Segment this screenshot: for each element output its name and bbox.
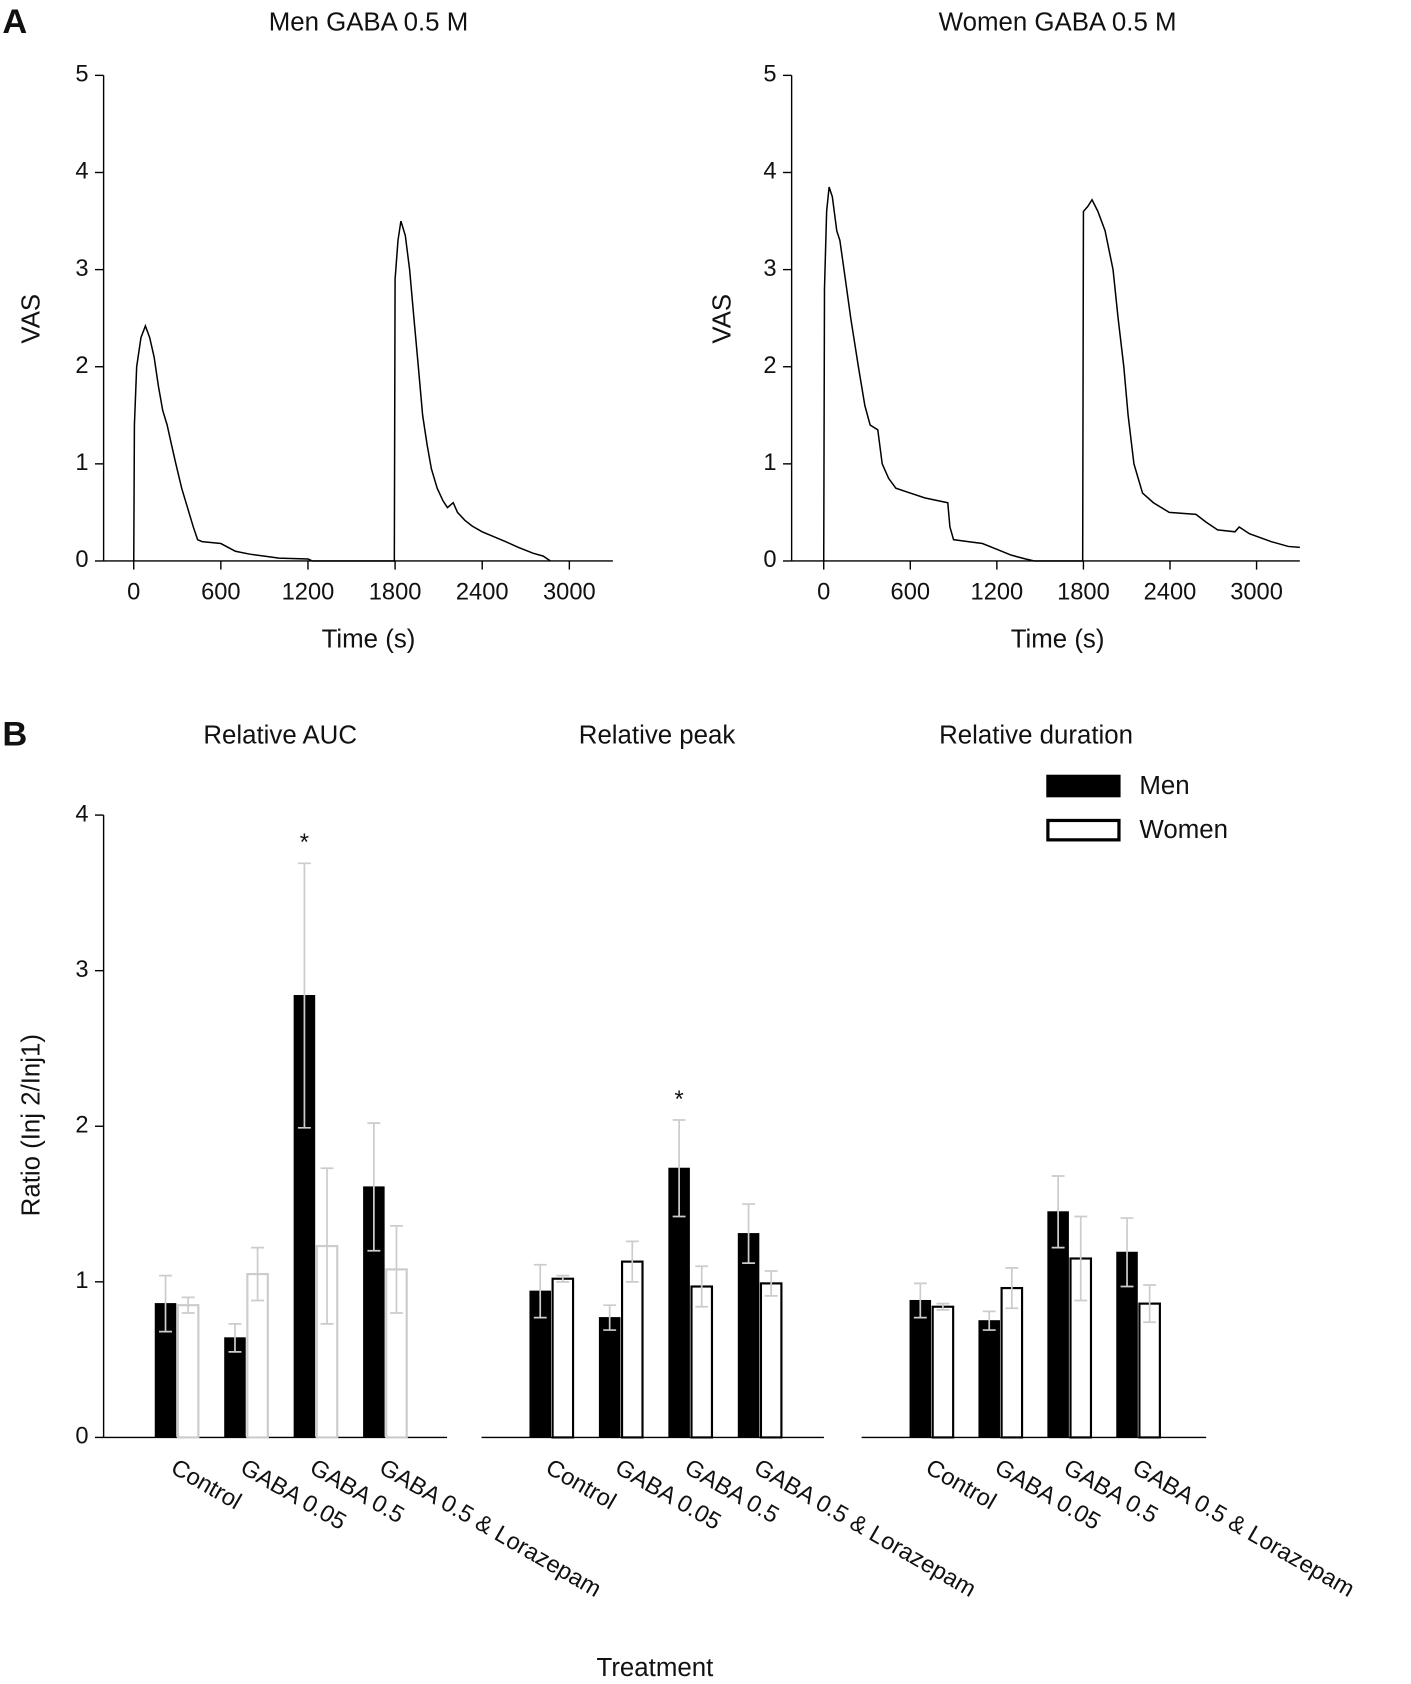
x-tick-label: 1800: [369, 580, 422, 606]
error-bar: [367, 1122, 381, 1252]
x-tick-label: Control: [921, 1455, 1000, 1516]
chart-title: Relative peak: [579, 721, 736, 749]
x-tick-label: Control: [166, 1455, 245, 1516]
x-axis-label: Time (s): [322, 625, 416, 653]
y-tick-label: 0: [75, 1424, 88, 1450]
y-axis-label: Ratio (Inj 2/Inj1): [17, 1034, 45, 1216]
error-bar: [1143, 1284, 1157, 1324]
x-tick-label: 3000: [1230, 580, 1283, 606]
bar: [224, 1337, 246, 1438]
bar: [931, 1305, 955, 1439]
x-tick-label: 2400: [1144, 580, 1197, 606]
y-tick-label: 3: [75, 957, 88, 983]
panel-label: B: [2, 716, 27, 754]
y-tick-label: 3: [763, 256, 776, 282]
error-bar: [297, 862, 311, 1129]
bar: [737, 1233, 760, 1438]
legend-swatch: [1046, 774, 1121, 798]
y-axis-label: VAS: [17, 294, 45, 344]
bar: [759, 1282, 783, 1439]
error-bar: [181, 1296, 195, 1314]
legend-swatch: [1046, 818, 1121, 842]
error-bar: [936, 1302, 950, 1311]
y-tick-label: 2: [75, 1113, 88, 1139]
x-tick-label: GABA 0.5 & Lorazepam: [1128, 1455, 1359, 1603]
x-tick-label: 1200: [971, 580, 1024, 606]
significance-mark: *: [675, 1087, 684, 1113]
x-axis-label: Time (s): [1011, 625, 1105, 653]
bar: [978, 1320, 1000, 1438]
error-bar: [695, 1265, 709, 1308]
chart-title: Men GABA 0.5 M: [269, 9, 469, 37]
error-bar: [1120, 1217, 1134, 1288]
y-tick-label: 4: [75, 159, 88, 185]
x-tick-label: 600: [201, 580, 241, 606]
error-bar: [159, 1274, 172, 1333]
error-bar: [320, 1167, 334, 1325]
x-tick-label: 1200: [282, 580, 335, 606]
y-tick-label: 2: [75, 353, 88, 379]
x-axis-label: Treatment: [597, 1654, 714, 1682]
error-bar: [251, 1246, 265, 1302]
error-bar: [1051, 1175, 1065, 1249]
bar: [176, 1304, 200, 1439]
bar: [909, 1299, 932, 1438]
error-bar: [390, 1224, 403, 1314]
bar: [690, 1285, 714, 1439]
legend-label: Women: [1139, 816, 1228, 844]
error-bar: [913, 1282, 927, 1319]
significance-mark: *: [300, 830, 309, 856]
y-tick-label: 1: [75, 1268, 88, 1294]
bar: [598, 1317, 621, 1438]
error-bar: [625, 1240, 639, 1283]
x-tick-label: 2400: [456, 580, 509, 606]
y-tick-label: 5: [75, 62, 88, 88]
x-tick-label: 3000: [543, 580, 596, 606]
panel-label: A: [2, 3, 27, 41]
chart-title: Relative duration: [939, 721, 1133, 749]
error-bar: [533, 1263, 547, 1319]
x-tick-label: 0: [817, 580, 830, 606]
error-bar: [764, 1270, 778, 1297]
y-tick-label: 1: [763, 450, 776, 476]
bar: [1138, 1302, 1161, 1439]
bar: [551, 1277, 575, 1439]
chart-title: Women GABA 0.5 M: [939, 9, 1177, 37]
y-tick-label: 3: [75, 256, 88, 282]
y-tick-label: 0: [763, 547, 776, 573]
error-bar: [1074, 1215, 1088, 1302]
x-tick-label: 600: [891, 580, 931, 606]
bar: [1000, 1286, 1024, 1439]
x-tick-label: 1800: [1057, 580, 1110, 606]
legend-label: Men: [1139, 772, 1189, 800]
error-bar: [982, 1310, 996, 1331]
y-tick-label: 4: [763, 159, 776, 185]
error-bar: [1005, 1266, 1019, 1310]
vas-line: [133, 220, 551, 562]
error-bar: [228, 1322, 242, 1353]
error-bar: [672, 1119, 686, 1218]
error-bar: [603, 1304, 617, 1331]
x-tick-label: 0: [127, 580, 140, 606]
y-tick-label: 1: [75, 450, 88, 476]
bar: [620, 1260, 644, 1439]
y-tick-label: 2: [763, 353, 776, 379]
error-bar: [556, 1274, 570, 1283]
x-tick-label: Control: [541, 1455, 620, 1516]
y-tick-label: 5: [763, 62, 776, 88]
y-axis-label: VAS: [709, 294, 737, 344]
y-tick-label: 4: [75, 801, 88, 827]
error-bar: [742, 1203, 756, 1265]
vas-line: [822, 186, 1300, 562]
chart-title: Relative AUC: [203, 721, 357, 749]
y-tick-label: 0: [75, 547, 88, 573]
